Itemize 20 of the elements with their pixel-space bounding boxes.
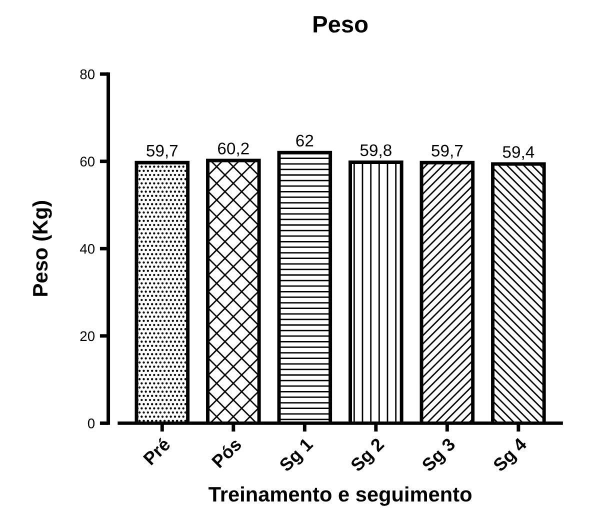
- y-tick-label: 80: [80, 69, 95, 80]
- x-axis-title: Treinamento e seguimento: [208, 486, 472, 506]
- x-tick-label: Sg 2: [350, 437, 388, 475]
- y-tick-label: 0: [88, 418, 95, 428]
- data-label: 59,7: [432, 144, 463, 159]
- y-axis-title: Peso (Kg): [32, 201, 52, 296]
- chart-title: Peso: [314, 16, 368, 33]
- x-tick-label: Pré: [142, 436, 172, 466]
- data-label: 60,2: [218, 142, 249, 156]
- y-tick-label: 60: [80, 156, 95, 167]
- x-tick-label: Pós: [210, 436, 242, 468]
- x-tick-label: Sg 1: [278, 437, 316, 475]
- y-tick-label: 40: [80, 244, 95, 254]
- data-label: 59,4: [502, 146, 534, 160]
- data-label: 59,8: [360, 144, 392, 158]
- x-tick-label: Sg 3: [420, 437, 459, 475]
- data-label: 59,7: [146, 144, 178, 159]
- y-tick-label: 20: [80, 331, 95, 342]
- data-label: 62: [296, 134, 314, 147]
- x-tick-label: Sg 4: [492, 436, 530, 475]
